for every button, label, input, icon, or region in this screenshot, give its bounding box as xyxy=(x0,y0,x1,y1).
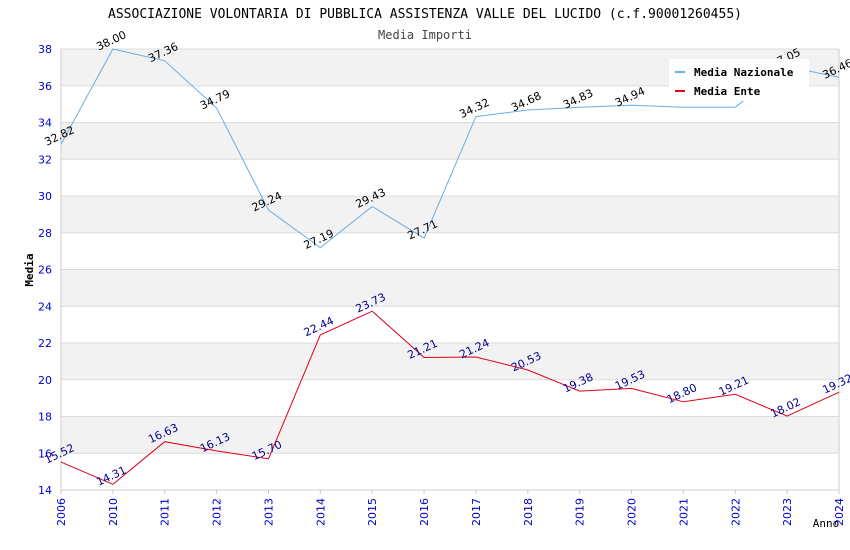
background-band xyxy=(61,306,839,343)
x-tick-label: 2024 xyxy=(833,498,846,526)
background-band xyxy=(61,269,839,307)
background-band xyxy=(61,122,839,160)
x-tick-label: 2021 xyxy=(677,498,690,526)
background-bands xyxy=(60,48,840,491)
legend-box xyxy=(669,59,809,101)
x-tick-label: 2023 xyxy=(781,498,794,526)
x-axis-label: Anno xyxy=(813,517,840,530)
legend-entry: Media Ente xyxy=(694,85,761,98)
y-tick-label: 24 xyxy=(38,300,52,313)
y-tick-label: 34 xyxy=(38,117,52,130)
series-line-media-ente xyxy=(60,310,840,485)
y-tick-label: 14 xyxy=(38,484,52,497)
background-band xyxy=(61,343,839,380)
x-tick-label: 2020 xyxy=(626,498,639,526)
y-axis: 14 16 18 20 22 24 26 28 30 32 34 36 38 xyxy=(38,43,52,497)
x-tick-label: 2010 xyxy=(107,498,120,526)
legend-entry: Media Nazionale xyxy=(694,66,794,79)
y-tick-label: 20 xyxy=(38,374,52,387)
chart-subtitle: Media Importi xyxy=(378,28,472,42)
x-tick-label: 2017 xyxy=(470,498,483,526)
x-tick-label: 2015 xyxy=(366,498,379,526)
background-band xyxy=(61,453,839,490)
x-tick-label: 2006 xyxy=(55,498,68,526)
x-tick-label: 2013 xyxy=(262,498,275,526)
y-tick-label: 26 xyxy=(38,264,52,277)
background-band xyxy=(61,416,839,454)
x-tick-label: 2012 xyxy=(211,498,224,526)
y-tick-label: 38 xyxy=(38,43,52,56)
x-axis: 2006 2010 2011 2012 2013 2014 2015 2016 2017 2018… xyxy=(55,490,846,526)
y-tick-label: 16 xyxy=(38,447,52,460)
x-tick-label: 2016 xyxy=(418,498,431,526)
x-tick-label: 2011 xyxy=(159,498,172,526)
background-band xyxy=(61,232,839,270)
series-line-media-nazionale xyxy=(60,48,840,249)
legend: Media Nazionale Media Ente xyxy=(669,59,809,101)
y-tick-label: 22 xyxy=(38,337,52,350)
y-tick-label: 36 xyxy=(38,80,52,93)
y-tick-label: 18 xyxy=(38,411,52,424)
chart-title: ASSOCIAZIONE VOLONTARIA DI PUBBLICA ASSI… xyxy=(108,7,742,22)
y-tick-label: 28 xyxy=(38,227,52,240)
x-tick-label: 2014 xyxy=(314,498,327,526)
x-tick-label: 2018 xyxy=(522,498,535,526)
y-tick-label: 32 xyxy=(38,153,52,166)
y-tick-label: 30 xyxy=(38,190,52,203)
x-tick-label: 2022 xyxy=(729,498,742,526)
x-tick-label: 2019 xyxy=(574,498,587,526)
y-axis-label: Media xyxy=(23,253,36,286)
background-band xyxy=(61,196,839,233)
